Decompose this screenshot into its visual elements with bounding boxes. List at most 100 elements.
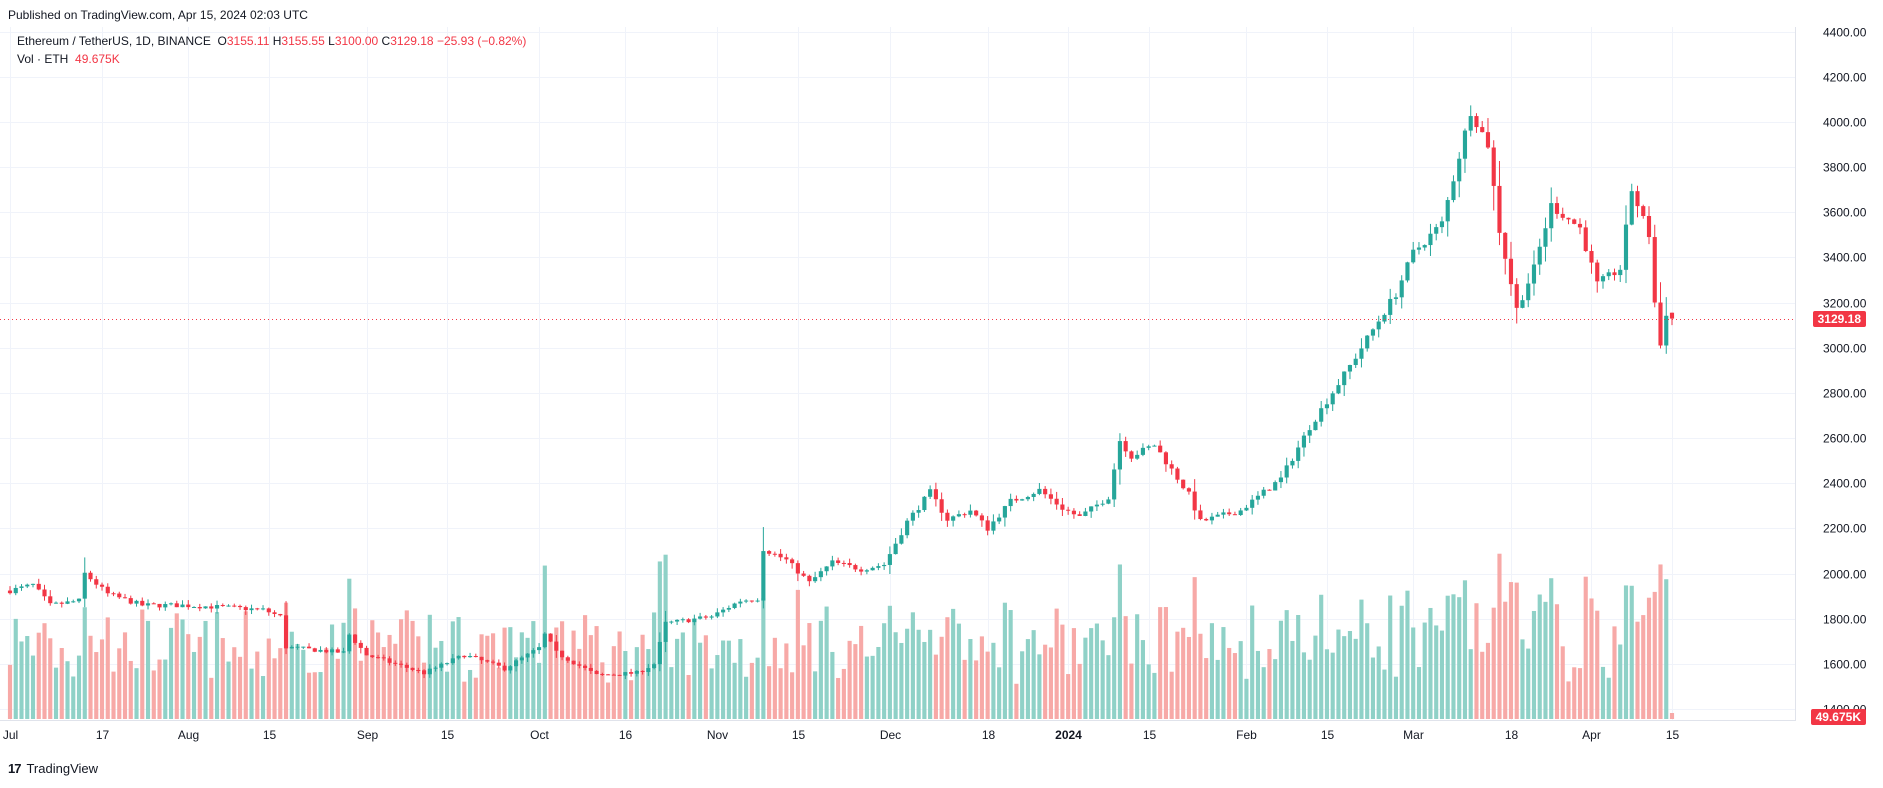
candle-body bbox=[19, 586, 24, 588]
volume-bar bbox=[283, 602, 289, 719]
volume-bar bbox=[824, 606, 829, 719]
volume-bar bbox=[462, 681, 467, 719]
x-tick-label: Jul bbox=[3, 728, 18, 742]
candle-body bbox=[617, 674, 622, 676]
volume-bar bbox=[1100, 640, 1105, 719]
symbol-name[interactable]: Ethereum / TetherUS, 1D, BINANCE bbox=[17, 34, 211, 48]
candle-body bbox=[1347, 365, 1353, 372]
candle-body bbox=[122, 597, 128, 599]
volume-bar bbox=[962, 659, 967, 719]
footer-brand[interactable]: 17 TradingView bbox=[8, 761, 98, 776]
candle-body bbox=[1261, 489, 1266, 496]
volume-bar bbox=[876, 646, 881, 719]
candle-body bbox=[203, 606, 208, 609]
price-chart[interactable]: 1400.001600.001800.002000.002200.002400.… bbox=[0, 27, 1883, 755]
candle-body bbox=[1388, 298, 1393, 315]
candle-body bbox=[1457, 158, 1462, 182]
candle-body bbox=[801, 573, 806, 576]
candle-body bbox=[249, 608, 254, 611]
volume-bar bbox=[335, 658, 340, 719]
y-tick-label: 2600.00 bbox=[1823, 432, 1867, 446]
volume-bar bbox=[1491, 607, 1496, 719]
candle-body bbox=[13, 587, 18, 594]
volume-bar bbox=[278, 648, 283, 719]
candle-body bbox=[467, 656, 473, 658]
candle-body bbox=[197, 606, 202, 609]
volume-bar bbox=[1204, 658, 1209, 719]
open-label: O bbox=[217, 34, 227, 48]
candle-body bbox=[1342, 371, 1347, 386]
volume-bar bbox=[813, 671, 818, 719]
volume-bar bbox=[151, 670, 156, 719]
volume-bar bbox=[1399, 605, 1404, 719]
candle-body bbox=[910, 512, 915, 521]
volume-bar bbox=[698, 642, 703, 719]
volume-bar bbox=[82, 607, 87, 719]
candle-body bbox=[1008, 498, 1013, 507]
volume-bar bbox=[680, 632, 685, 719]
volume-bar bbox=[887, 605, 892, 719]
volume-bar bbox=[473, 677, 478, 719]
candle-body bbox=[1152, 445, 1157, 447]
candle-body bbox=[1307, 430, 1312, 436]
grid-lines bbox=[0, 27, 1795, 720]
candle-body bbox=[1370, 329, 1376, 336]
candle-body bbox=[1250, 499, 1255, 508]
volume-legend[interactable]: Vol · ETH 49.675K bbox=[17, 52, 120, 66]
volume-bar bbox=[537, 662, 542, 719]
volume-bar bbox=[1290, 640, 1295, 719]
candle-body bbox=[1589, 251, 1594, 263]
candle-body bbox=[312, 648, 317, 652]
volume-bar bbox=[525, 637, 530, 719]
volume-bar bbox=[755, 657, 760, 719]
volume-bar bbox=[1577, 668, 1583, 719]
candle-body bbox=[962, 514, 967, 516]
candle-body bbox=[749, 600, 754, 602]
candle-body bbox=[1353, 358, 1358, 366]
candle-body bbox=[341, 651, 346, 653]
volume-bar bbox=[1606, 677, 1611, 719]
candle-body bbox=[519, 657, 524, 661]
chart-frame[interactable]: 1400.001600.001800.002000.002200.002400.… bbox=[0, 27, 1883, 755]
candlesticks bbox=[7, 105, 1675, 680]
candle-body bbox=[1100, 503, 1105, 505]
candle-body bbox=[1554, 203, 1560, 214]
volume-bar bbox=[922, 641, 927, 719]
candle-body bbox=[36, 583, 41, 590]
volume-bar bbox=[249, 668, 254, 719]
y-tick-label: 1800.00 bbox=[1823, 613, 1867, 627]
tradingview-logo-icon: 17 bbox=[8, 761, 22, 776]
candle-body bbox=[347, 634, 352, 652]
volume-bar bbox=[634, 647, 639, 719]
published-caption: Published on TradingView.com, Apr 15, 20… bbox=[8, 8, 308, 22]
volume-bar bbox=[1192, 577, 1197, 719]
volume-bar bbox=[864, 656, 869, 719]
candle-body bbox=[1531, 264, 1537, 284]
volume-bar bbox=[191, 651, 197, 719]
volume-bar bbox=[1169, 671, 1174, 719]
close-value: 3129.18 bbox=[390, 34, 434, 48]
volume-bar bbox=[1549, 578, 1554, 719]
high-label: H bbox=[272, 34, 282, 48]
candle-body bbox=[1060, 504, 1065, 510]
volume-bar bbox=[398, 619, 404, 719]
volume-bar bbox=[1209, 623, 1215, 719]
candle-body bbox=[1054, 498, 1059, 505]
volume-bar bbox=[1054, 608, 1059, 719]
symbol-legend[interactable]: Ethereum / TetherUS, 1D, BINANCE O3155.1… bbox=[17, 34, 526, 48]
time-axis[interactable]: Jul 17 Aug 15 Sep 15 Oct 16 Nov 15 Dec 18 2024 15 Feb 1… bbox=[3, 728, 1680, 742]
volume-bar bbox=[1405, 590, 1410, 719]
candle-body bbox=[1324, 404, 1330, 409]
low-value: 3100.00 bbox=[334, 34, 379, 48]
candle-body bbox=[554, 641, 559, 651]
close-label: C bbox=[381, 34, 391, 48]
candle-body bbox=[1365, 335, 1370, 349]
candle-body bbox=[1037, 488, 1042, 494]
candle-body bbox=[1474, 116, 1479, 128]
candle-body bbox=[692, 618, 697, 623]
volume-bar bbox=[1301, 652, 1307, 719]
candle-body bbox=[404, 664, 409, 668]
candle-body bbox=[1313, 421, 1318, 431]
price-axis[interactable]: 1400.001600.001800.002000.002200.002400.… bbox=[1823, 27, 1867, 717]
volume-bar bbox=[859, 625, 864, 719]
